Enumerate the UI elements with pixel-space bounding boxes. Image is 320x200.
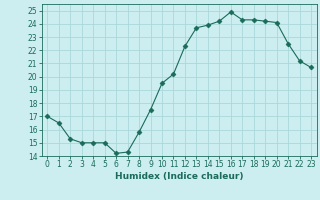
X-axis label: Humidex (Indice chaleur): Humidex (Indice chaleur) (115, 172, 244, 181)
